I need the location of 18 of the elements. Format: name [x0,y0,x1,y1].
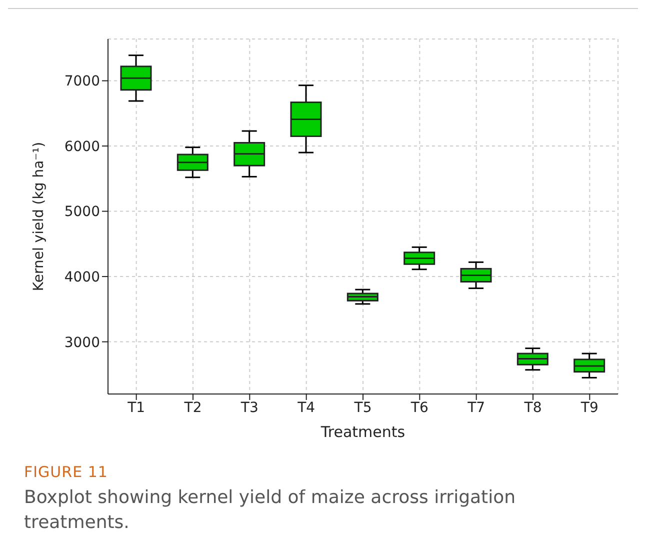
y-tick-label: 5000 [64,204,100,220]
x-axis-title: Treatments [320,423,406,441]
x-tick-label: T7 [466,400,486,416]
x-tick-label: T9 [580,400,598,416]
x-tick-label: T1 [126,400,146,416]
caption: FIGURE 11 [24,463,109,481]
x-tick-label: T6 [410,400,428,416]
y-tick-label: 7000 [64,74,100,90]
x-tick-label: T5 [353,400,372,416]
x-tick-label: T8 [523,400,542,416]
y-tick-label: 3000 [64,334,100,351]
y-tick-label: 4000 [64,270,100,286]
y-axis-title: Kernel yield (kg ha⁻¹) [30,142,47,292]
x-tick-label: T2 [183,400,202,416]
text: Boxplot showing kernel yield of maize across irrigation treatments. [24,486,517,536]
x-tick-label: T3 [240,400,258,416]
x-tick-label: T4 [296,400,316,416]
y-tick-label: 6000 [64,138,100,155]
